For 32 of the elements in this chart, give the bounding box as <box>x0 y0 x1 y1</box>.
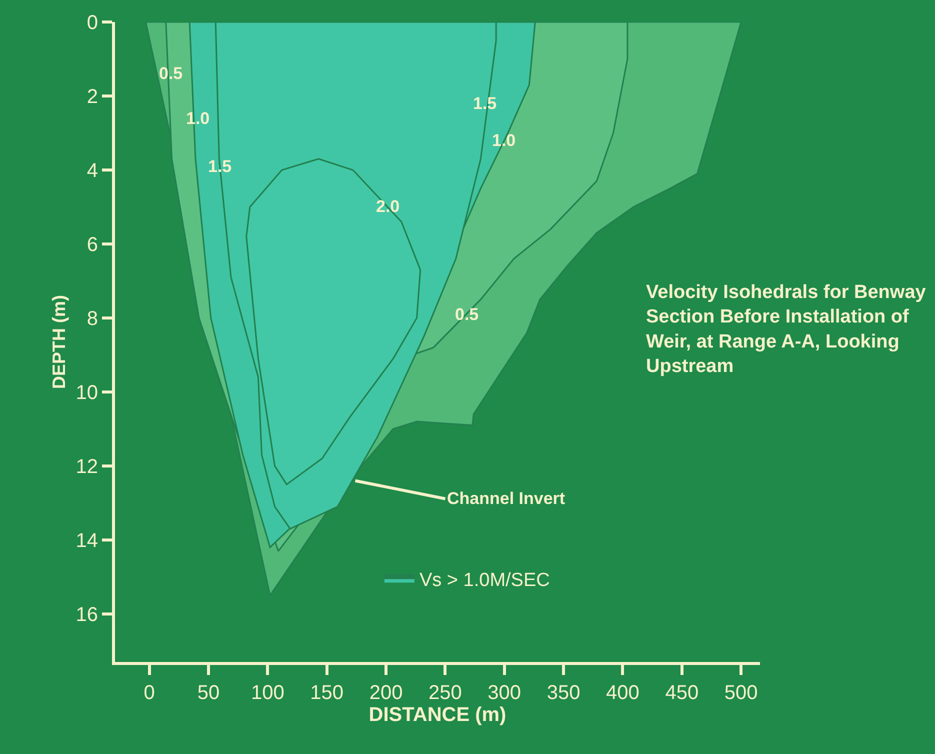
x-tick-label: 400 <box>606 682 640 704</box>
x-tick-label: 0 <box>144 682 155 704</box>
y-tick-label: 4 <box>86 160 98 182</box>
x-tick-label: 200 <box>369 682 403 704</box>
annotation: 0.5 <box>159 64 183 83</box>
annotation: 1.5 <box>473 94 497 113</box>
annotation: 0.5 <box>455 305 479 324</box>
y-tick-label: 10 <box>76 382 98 404</box>
y-axis-title: DEPTH (m) <box>48 294 69 389</box>
x-axis-title: DISTANCE (m) <box>368 704 506 726</box>
y-tick-label: 6 <box>86 234 98 256</box>
annotation: 1.0 <box>186 109 210 128</box>
y-tick-label: 14 <box>76 530 98 552</box>
x-tick-label: 500 <box>724 682 758 704</box>
y-tick-label: 0 <box>86 12 98 34</box>
x-tick-label: 150 <box>310 682 344 704</box>
x-tick-label: 100 <box>250 682 284 704</box>
x-tick-label: 50 <box>197 682 220 704</box>
y-tick-label: 2 <box>86 86 98 108</box>
x-tick-label: 300 <box>488 682 522 704</box>
y-tick-label: 8 <box>86 308 98 330</box>
x-tick-label: 250 <box>428 682 462 704</box>
y-tick-label: 12 <box>76 456 98 478</box>
text: Velocity Isohedrals for Benway Section Before Installation of Weir, at Range A-A, Looking Upstream <box>646 282 926 378</box>
x-tick-label: 350 <box>546 682 580 704</box>
x-tick-label: 450 <box>665 682 699 704</box>
legend-label: Vs > 1.0M/SEC <box>419 570 550 592</box>
annotation: Channel Invert <box>447 489 566 508</box>
annotation: 1.5 <box>208 157 232 176</box>
y-tick-label: 16 <box>76 604 98 626</box>
annotation: 2.0 <box>376 197 400 216</box>
annotation: 1.0 <box>492 131 516 150</box>
